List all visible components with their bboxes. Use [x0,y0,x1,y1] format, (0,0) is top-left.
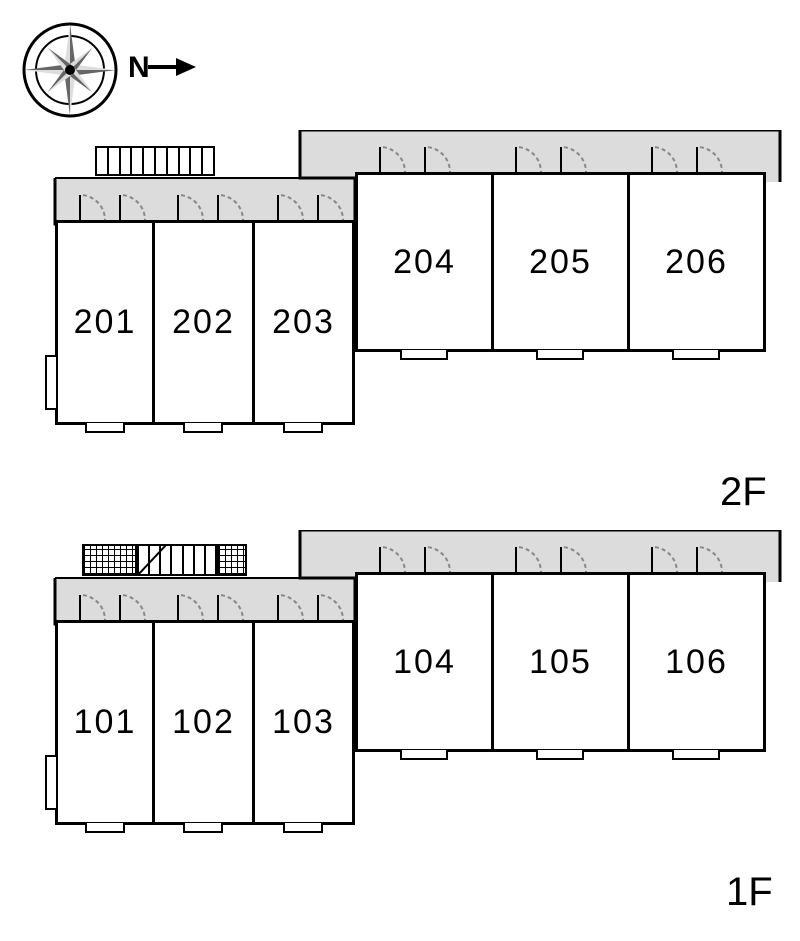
window-102 [183,823,223,833]
window-104 [400,750,448,760]
compass-icon: N [20,15,200,125]
window-205 [536,350,584,360]
floor-2f: 201 202 203 204 205 206 [0,130,800,490]
window-105 [536,750,584,760]
floor-1f: 101 102 103 104 105 106 [0,530,800,890]
window-203 [283,423,323,433]
floor-label-2f: 2F [720,470,767,515]
window-204 [400,350,448,360]
doors-2f [0,130,800,490]
window-206 [672,350,720,360]
north-arrow-icon [148,58,196,76]
window-201 [85,423,125,433]
floor-label-1f: 1F [726,870,773,915]
floor-plan-canvas: N 201 202 203 204 [0,0,800,941]
doors-1f [0,530,800,890]
window-106 [672,750,720,760]
window-103 [283,823,323,833]
window-202 [183,423,223,433]
window-101 [85,823,125,833]
compass-label: N [128,51,150,84]
